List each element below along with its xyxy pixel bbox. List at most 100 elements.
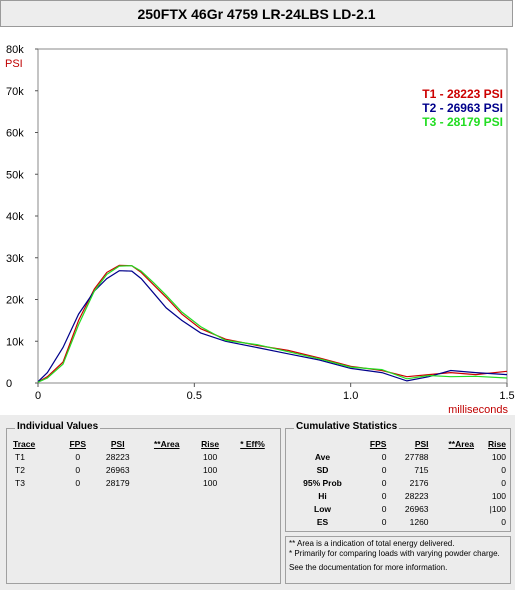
- chart-title: 250FTX 46Gr 4759 LR-24LBS LD-2.1: [137, 5, 376, 22]
- y-tick-label: 40k: [6, 211, 24, 223]
- y-tick-label: 60k: [6, 128, 24, 140]
- cumulative-statistics-cell: 100: [491, 490, 506, 501]
- cumulative-statistics-cell: 0: [381, 516, 387, 527]
- chart-background: [0, 27, 515, 415]
- cumulative-statistics-cell: 95% Prob: [303, 477, 342, 488]
- individual-values-cell: 28179: [105, 477, 130, 488]
- cumulative-statistics-cell: [429, 489, 474, 502]
- cumulative-statistics-cell: 0: [501, 516, 506, 527]
- individual-values-row: T3 0 28179 100: [9, 476, 277, 489]
- individual-values-column-header: **Area: [153, 438, 180, 449]
- y-tick-label: 80k: [6, 44, 24, 56]
- cumulative-statistics-cell: [429, 502, 474, 515]
- chart-title-bar: 250FTX 46Gr 4759 LR-24LBS LD-2.1: [0, 0, 513, 27]
- individual-values-column-header: PSI: [110, 438, 125, 449]
- note-area: ** Area is a indication of total energy …: [289, 539, 455, 548]
- y-tick-label: 30k: [6, 253, 24, 265]
- individual-values-cell: 100: [202, 451, 218, 462]
- series-line-t3: [37, 265, 508, 383]
- individual-values-cell: [228, 450, 277, 463]
- cumulative-statistics-table: FPS PSI **Area Rise Ave 0 27788 100 SD 0 715 0 95% …: [288, 437, 506, 528]
- notes-box: ** Area is a indication of total energy …: [285, 536, 511, 584]
- cumulative-statistics-cell: Low: [314, 503, 331, 514]
- individual-values-cell: T1: [15, 451, 25, 462]
- cumulative-statistics-row: Low 0 26963 |100: [288, 502, 506, 515]
- legend-entry-t1: T1 - 28223 PSI: [422, 87, 503, 101]
- cumulative-statistics-row: Hi 0 28223 100: [288, 489, 506, 502]
- y-axis-unit: PSI: [5, 58, 23, 70]
- individual-values-cell: T2: [15, 464, 25, 475]
- cumulative-statistics-cell: ES: [316, 516, 329, 527]
- x-tick-label: 0: [35, 390, 41, 402]
- cumulative-statistics-cell: 0: [381, 451, 387, 462]
- cumulative-statistics-cell: 0: [501, 477, 506, 488]
- cumulative-statistics-title: Cumulative Statistics: [294, 421, 400, 432]
- individual-values-title: Individual Values: [15, 421, 101, 432]
- individual-values-cell: [228, 476, 277, 489]
- legend-entry-t2: T2 - 26963 PSI: [422, 101, 503, 115]
- cumulative-statistics-column-header: FPS: [369, 438, 387, 449]
- cumulative-statistics-group: Cumulative Statistics FPS PSI **Area Rise A…: [285, 421, 511, 532]
- cumulative-statistics-cell: 2176: [409, 477, 429, 488]
- cumulative-statistics-cell: 1260: [409, 516, 429, 527]
- pressure-chart: 0 10k 20k 30k 40k 50k 60k 70k 80k 0 0.5 1.0 1.5 T1 …: [0, 27, 515, 415]
- cumulative-statistics-cell: |100: [489, 503, 506, 514]
- cumulative-statistics-cell: 0: [381, 477, 387, 488]
- individual-values-cell: [141, 450, 192, 463]
- cumulative-statistics-column-header: PSI: [414, 438, 429, 449]
- y-tick-label: 70k: [6, 86, 24, 98]
- cumulative-statistics-column-header: [288, 437, 357, 450]
- cumulative-statistics-cell: Hi: [318, 490, 327, 501]
- individual-values-column-header: * Eff%: [240, 438, 265, 449]
- individual-values-column-header: FPS: [69, 438, 86, 449]
- individual-values-row: T1 0 28223 100: [9, 450, 277, 463]
- individual-values-cell: 100: [202, 464, 218, 475]
- individual-values-cell: 28223: [105, 451, 130, 462]
- cumulative-statistics-cell: 0: [381, 464, 387, 475]
- individual-values-cell: T3: [15, 477, 25, 488]
- y-tick-label: 10k: [6, 336, 24, 348]
- individual-values-table: Trace FPS PSI **Area Rise * Eff% T1 0 28223 100 T…: [9, 437, 277, 489]
- cumulative-statistics-cell: [429, 476, 474, 489]
- cumulative-statistics-cell: 26963: [404, 503, 429, 514]
- y-tick-label: 50k: [6, 169, 24, 181]
- y-tick-label: 20k: [6, 295, 24, 307]
- x-tick-label: 1.5: [499, 390, 514, 402]
- cumulative-statistics-cell: 28223: [404, 490, 429, 501]
- individual-values-cell: [141, 463, 192, 476]
- individual-values-cell: [228, 463, 277, 476]
- individual-values-group: Individual Values Trace FPS PSI **Area Rise *…: [6, 421, 281, 584]
- cumulative-statistics-cell: 0: [381, 503, 387, 514]
- y-tick-label: 0: [6, 378, 12, 390]
- cumulative-statistics-cell: Ave: [314, 451, 331, 462]
- individual-values-column-header: Trace: [13, 438, 36, 449]
- cumulative-statistics-cell: [429, 515, 474, 528]
- cumulative-statistics-cell: 27788: [404, 451, 429, 462]
- cumulative-statistics-row: SD 0 715 0: [288, 463, 506, 476]
- cumulative-statistics-cell: SD: [316, 464, 329, 475]
- legend-entry-t3: T3 - 28179 PSI: [422, 115, 503, 129]
- x-tick-label: 1.0: [343, 390, 358, 402]
- individual-values-cell: 26963: [105, 464, 130, 475]
- cumulative-statistics-cell: 0: [501, 464, 506, 475]
- cumulative-statistics-row: Ave 0 27788 100: [288, 450, 506, 463]
- individual-values-column-header: Rise: [201, 438, 220, 449]
- cumulative-statistics-cell: 0: [381, 490, 387, 501]
- cumulative-statistics-column-header: **Area: [448, 438, 474, 449]
- cumulative-statistics-cell: [429, 463, 474, 476]
- cumulative-statistics-cell: 100: [491, 451, 506, 462]
- individual-values-row: T2 0 26963 100: [9, 463, 277, 476]
- individual-values-cell: [141, 476, 192, 489]
- x-axis-unit: milliseconds: [448, 404, 508, 415]
- cumulative-statistics-cell: 715: [414, 464, 429, 475]
- individual-values-cell: 0: [75, 451, 81, 462]
- individual-values-cell: 0: [75, 464, 81, 475]
- cumulative-statistics-cell: [429, 450, 474, 463]
- series-line-t2: [37, 270, 508, 383]
- note-efficiency: * Primarily for comparing loads with var…: [289, 549, 500, 558]
- cumulative-statistics-column-header: Rise: [488, 438, 506, 449]
- individual-values-cell: 0: [75, 477, 81, 488]
- x-tick-label: 0.5: [187, 390, 202, 402]
- individual-values-cell: 100: [202, 477, 218, 488]
- cumulative-statistics-row: 95% Prob 0 2176 0: [288, 476, 506, 489]
